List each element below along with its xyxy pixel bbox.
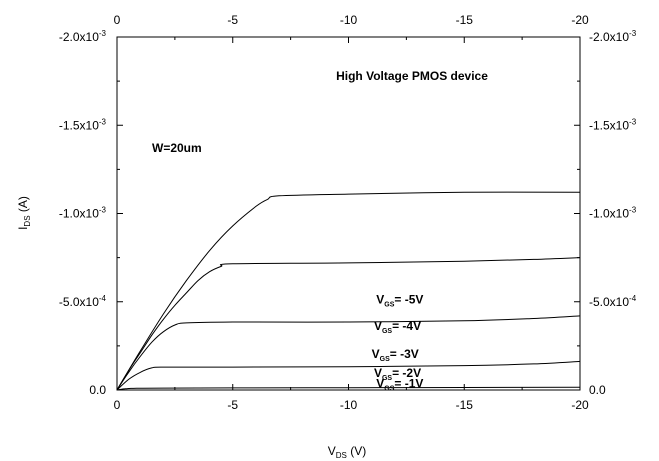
curve-vgs-5V xyxy=(116,191,581,391)
curve-label-prefix: V xyxy=(374,319,382,333)
y-tick-mantissa: -1.0x10 xyxy=(589,207,629,221)
y-tick-mantissa: -1.0x10 xyxy=(59,207,99,221)
y-tick-label-left: -1.5x10-3 xyxy=(59,117,107,132)
y-axis-title: IDS (A) xyxy=(16,196,32,230)
curve-label-subscript: GS xyxy=(382,375,392,382)
y-tick-mantissa: -5.0x10 xyxy=(589,295,629,309)
y-tick-mantissa: -2.0x10 xyxy=(589,30,629,44)
curve-label-suffix: = -3V xyxy=(390,347,419,361)
y-tick-label-right: -5.0x10-4 xyxy=(589,294,637,309)
curve-vgs-1V xyxy=(116,386,581,391)
curve-label-subscript: GS xyxy=(384,385,394,392)
y-tick-label-right: -2.0x10-3 xyxy=(589,29,637,44)
curve-label-prefix: V xyxy=(376,376,384,390)
y-tick-exponent: -4 xyxy=(629,294,637,303)
curve-vgs-2V xyxy=(116,360,581,391)
chart-title: High Voltage PMOS device xyxy=(336,69,488,83)
curve-label-suffix: = -5V xyxy=(394,293,423,307)
curves-group xyxy=(116,191,581,391)
curve-label-subscript: GS xyxy=(380,356,390,363)
y-tick-label-right: -1.0x10-3 xyxy=(589,206,637,221)
ticks-group: 00-5-5-10-10-15-15-20-200.0 0.0-5.0x10-4-… xyxy=(59,13,637,412)
y-tick-label-left: -2.0x10-3 xyxy=(59,29,107,44)
x-tick-label-bottom: -5 xyxy=(227,398,238,412)
curve-label-prefix: V xyxy=(374,366,382,380)
x-tick-label-bottom: -15 xyxy=(456,398,474,412)
y-axis-title-main: I xyxy=(16,227,30,230)
x-tick-label-top: -10 xyxy=(340,13,358,27)
x-axis-title-sub: DS xyxy=(336,451,347,460)
x-tick-label-bottom: 0 xyxy=(114,398,121,412)
x-tick-label-top: -5 xyxy=(227,13,238,27)
curve-label-vgs-1V: VGS= -1V xyxy=(376,376,423,392)
x-tick-label-top: -20 xyxy=(571,13,589,27)
curve-vgs-3V xyxy=(116,315,581,391)
y-axis-title-sub: DS xyxy=(23,215,32,226)
curve-label-prefix: V xyxy=(372,347,380,361)
y-tick-mantissa: -1.5x10 xyxy=(589,118,629,132)
curve-label-vgs-4V: VGS= -4V xyxy=(374,319,421,335)
x-tick-label-top: -15 xyxy=(456,13,474,27)
y-tick-exponent: -3 xyxy=(99,29,107,38)
y-tick-exponent: -3 xyxy=(629,29,637,38)
y-tick-mantissa: -5.0x10 xyxy=(59,295,99,309)
x-axis-title-unit: (V) xyxy=(347,444,366,458)
y-tick-label-left: 0.0 xyxy=(89,383,106,397)
y-tick-label-right: 0.0 xyxy=(589,383,606,397)
y-axis-title-unit: (A) xyxy=(16,196,30,215)
curve-vgs-4V xyxy=(116,257,581,391)
y-tick-exponent: -3 xyxy=(629,117,637,126)
curve-label-suffix: = -4V xyxy=(392,319,421,333)
y-tick-label-left: -1.0x10-3 xyxy=(59,206,107,221)
y-tick-exponent: -3 xyxy=(629,206,637,215)
x-axis-title: VDS (V) xyxy=(328,444,366,460)
curve-label-vgs-5V: VGS= -5V xyxy=(376,293,423,309)
y-tick-exponent: -4 xyxy=(99,294,107,303)
curve-label-subscript: GS xyxy=(384,302,394,309)
curve-label-suffix: = -1V xyxy=(394,376,423,390)
plot-frame xyxy=(116,36,581,391)
curve-label-subscript: GS xyxy=(382,328,392,335)
x-tick-label-bottom: -20 xyxy=(571,398,589,412)
y-tick-mantissa: 0.0 xyxy=(589,383,606,397)
curve-label-vgs-2V: VGS= -2V xyxy=(374,366,421,382)
x-tick-label-bottom: -10 xyxy=(340,398,358,412)
curve-label-suffix: = -2V xyxy=(392,366,421,380)
y-tick-mantissa: 0.0 xyxy=(89,383,106,397)
y-tick-label-right: -1.5x10-3 xyxy=(589,117,637,132)
x-tick-label-top: 0 xyxy=(114,13,121,27)
curve-label-vgs-3V: VGS= -3V xyxy=(372,347,419,363)
x-axis-title-main: V xyxy=(328,444,336,458)
y-tick-label-left: -5.0x10-4 xyxy=(59,294,107,309)
y-tick-exponent: -3 xyxy=(99,117,107,126)
curve-label-prefix: V xyxy=(376,293,384,307)
y-tick-exponent: -3 xyxy=(99,206,107,215)
y-tick-mantissa: -2.0x10 xyxy=(59,30,99,44)
y-tick-mantissa: -1.5x10 xyxy=(59,118,99,132)
width-annotation: W=20um xyxy=(152,141,202,155)
